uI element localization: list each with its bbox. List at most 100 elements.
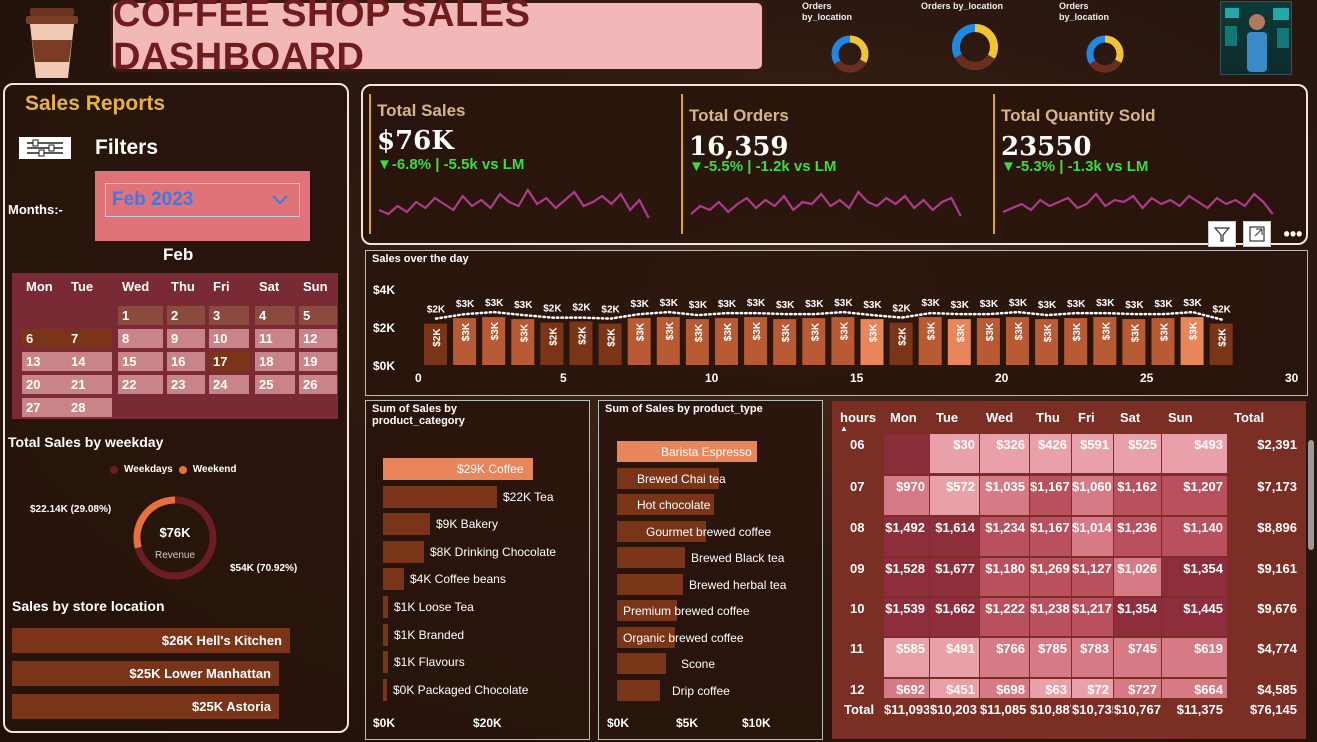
calendar-day-cell[interactable]: 18 bbox=[255, 352, 295, 371]
table-column-header[interactable]: Sun bbox=[1168, 410, 1193, 425]
table-cell[interactable]: $30 bbox=[930, 434, 979, 473]
table-cell[interactable]: $1,614 bbox=[930, 517, 979, 556]
table-cell[interactable]: $1,162 bbox=[1114, 476, 1161, 515]
table-cell[interactable]: $1,222 bbox=[980, 598, 1029, 636]
table-cell[interactable]: $63 bbox=[1030, 679, 1071, 698]
table-cell[interactable]: $1,026 bbox=[1114, 558, 1161, 596]
table-cell[interactable]: $1,207 bbox=[1162, 476, 1227, 515]
product-type-bar[interactable] bbox=[617, 574, 683, 595]
category-bar[interactable] bbox=[383, 541, 424, 563]
table-cell[interactable]: $491 bbox=[930, 638, 979, 677]
calendar-day-cell[interactable]: 14 bbox=[67, 352, 112, 371]
calendar-day-cell[interactable]: 25 bbox=[255, 375, 295, 394]
table-column-header[interactable]: Thu bbox=[1036, 410, 1060, 425]
kpi-sparkline[interactable] bbox=[371, 186, 651, 231]
table-cell[interactable]: $1,269 bbox=[1030, 558, 1071, 596]
calendar-day-cell[interactable]: 21 bbox=[67, 375, 112, 394]
table-cell[interactable]: $8,896 bbox=[1228, 517, 1301, 556]
table-cell[interactable]: $1,217 bbox=[1072, 598, 1113, 636]
table-cell[interactable]: $1,528 bbox=[884, 558, 929, 596]
table-cell[interactable]: $4,774 bbox=[1228, 638, 1301, 677]
table-cell[interactable]: $2,391 bbox=[1228, 434, 1301, 473]
table-cell[interactable]: $4,585 bbox=[1228, 679, 1301, 698]
calendar-day-cell[interactable]: 5 bbox=[299, 306, 337, 325]
calendar-day-cell[interactable]: 7 bbox=[67, 329, 112, 348]
table-cell[interactable]: $591 bbox=[1072, 434, 1113, 473]
calendar-day-cell[interactable]: 3 bbox=[209, 306, 249, 325]
calendar-day-cell[interactable]: 9 bbox=[167, 329, 205, 348]
calendar-day-cell[interactable]: 23 bbox=[167, 375, 205, 394]
calendar-day-cell[interactable]: 20 bbox=[22, 375, 67, 394]
table-cell[interactable]: $766 bbox=[980, 638, 1029, 677]
calendar-day-cell[interactable]: 27 bbox=[22, 398, 67, 417]
calendar-day-cell[interactable]: 22 bbox=[118, 375, 163, 394]
table-cell[interactable]: $664 bbox=[1162, 679, 1227, 698]
kpi-sparkline[interactable] bbox=[683, 186, 963, 231]
sales-over-day-chart[interactable]: $4K $2K $0K 0 5 10 15 20 25 30 $2K $2K $3K $3K $3K $3K $… bbox=[366, 270, 1306, 395]
calendar-day-cell[interactable]: 8 bbox=[118, 329, 163, 348]
product-type-bar[interactable] bbox=[617, 680, 660, 701]
store-bar[interactable]: $25K Lower Manhattan bbox=[12, 661, 279, 686]
calendar-day-cell[interactable]: 4 bbox=[255, 306, 295, 325]
calendar-day-cell[interactable]: 26 bbox=[299, 375, 337, 394]
store-bar[interactable]: $25K Astoria bbox=[12, 694, 279, 719]
calendar-day-cell[interactable]: 10 bbox=[209, 329, 249, 348]
calendar-day-cell[interactable]: 11 bbox=[255, 329, 295, 348]
filters-toggle-icon[interactable] bbox=[19, 137, 71, 159]
calendar-day-cell[interactable]: 16 bbox=[167, 352, 205, 371]
table-cell[interactable]: $970 bbox=[884, 476, 929, 515]
more-options-icon[interactable]: ••• bbox=[1278, 221, 1308, 247]
table-cell[interactable]: $72 bbox=[1072, 679, 1113, 698]
category-bar[interactable] bbox=[383, 596, 388, 618]
table-cell[interactable]: $619 bbox=[1162, 638, 1227, 677]
calendar-day-cell[interactable]: 6 bbox=[22, 329, 67, 348]
table-cell[interactable]: $692 bbox=[884, 679, 929, 698]
table-cell[interactable]: $1,014 bbox=[1072, 517, 1113, 556]
table-cell[interactable]: $1,445 bbox=[1162, 598, 1227, 636]
calendar-day-cell[interactable]: 19 bbox=[299, 352, 337, 371]
table-cell[interactable]: $1,492 bbox=[884, 517, 929, 556]
month-dropdown[interactable]: Feb 2023 bbox=[105, 183, 300, 217]
table-cell[interactable]: $727 bbox=[1114, 679, 1161, 698]
mini-donut-chart-1[interactable] bbox=[830, 34, 870, 74]
table-cell[interactable]: $1,354 bbox=[1114, 598, 1161, 636]
table-cell[interactable]: $9,161 bbox=[1228, 558, 1301, 596]
calendar-day-cell[interactable]: 12 bbox=[299, 329, 337, 348]
category-bar[interactable] bbox=[383, 679, 387, 701]
table-cell[interactable]: $1,539 bbox=[884, 598, 929, 636]
table-cell[interactable]: $1,677 bbox=[930, 558, 979, 596]
category-bar[interactable] bbox=[383, 568, 404, 590]
table-cell[interactable]: $1,167 bbox=[1030, 476, 1071, 515]
table-cell[interactable]: $783 bbox=[1072, 638, 1113, 677]
table-column-header[interactable]: hours bbox=[840, 410, 876, 425]
table-cell[interactable]: $1,035 bbox=[980, 476, 1029, 515]
table-column-header[interactable]: Tue bbox=[936, 410, 958, 425]
category-bar[interactable] bbox=[383, 624, 388, 646]
table-cell[interactable]: $493 bbox=[1162, 434, 1227, 473]
table-cell[interactable]: $451 bbox=[930, 679, 979, 698]
calendar-day-cell[interactable]: 13 bbox=[22, 352, 67, 371]
table-cell[interactable]: $698 bbox=[980, 679, 1029, 698]
table-cell[interactable]: $1,140 bbox=[1162, 517, 1227, 556]
store-bar[interactable]: $26K Hell's Kitchen bbox=[12, 628, 290, 653]
table-cell[interactable]: $785 bbox=[1030, 638, 1071, 677]
mini-donut-chart-2[interactable] bbox=[950, 22, 1000, 72]
calendar-day-cell[interactable]: 2 bbox=[167, 306, 205, 325]
table-cell[interactable]: $326 bbox=[980, 434, 1029, 473]
sort-ascending-icon[interactable]: ▲ bbox=[840, 424, 848, 433]
filter-icon[interactable] bbox=[1208, 221, 1236, 247]
focus-mode-icon[interactable] bbox=[1243, 221, 1271, 247]
table-column-header[interactable]: Wed bbox=[986, 410, 1013, 425]
product-type-bar[interactable] bbox=[617, 547, 685, 568]
table-scrollbar[interactable] bbox=[1308, 440, 1314, 550]
calendar-day-cell[interactable]: 15 bbox=[118, 352, 163, 371]
table-cell[interactable]: $1,234 bbox=[980, 517, 1029, 556]
calendar-day-cell[interactable]: 28 bbox=[67, 398, 112, 417]
table-column-header[interactable]: Sat bbox=[1120, 410, 1140, 425]
table-cell[interactable]: $525 bbox=[1114, 434, 1161, 473]
calendar-day-cell[interactable]: 17 bbox=[209, 352, 249, 371]
category-bar[interactable] bbox=[383, 486, 497, 508]
table-column-header[interactable]: Fri bbox=[1078, 410, 1095, 425]
table-cell[interactable]: $426 bbox=[1030, 434, 1071, 473]
table-cell[interactable]: $1,236 bbox=[1114, 517, 1161, 556]
